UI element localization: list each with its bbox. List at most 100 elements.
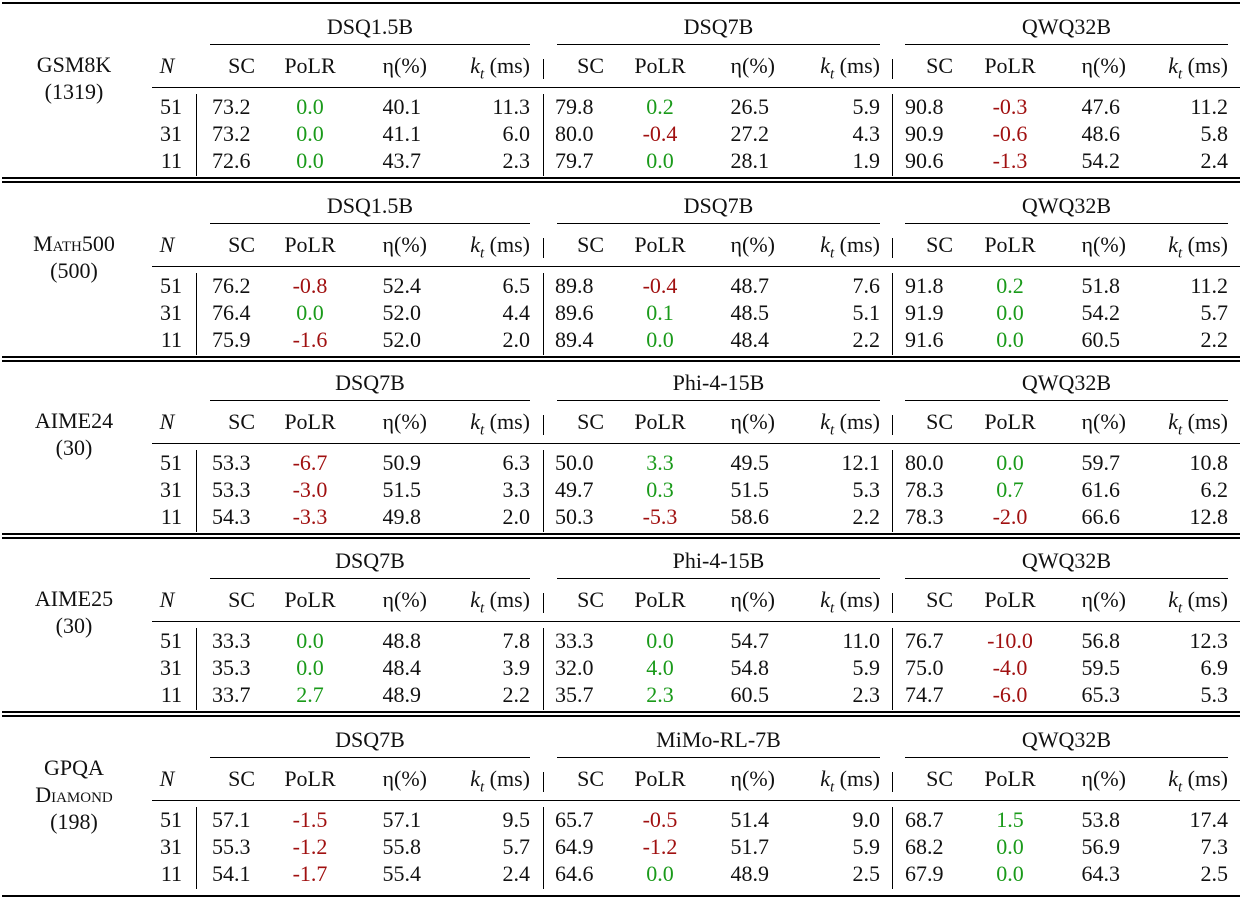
n-header: N [159, 766, 175, 791]
section-separator-bottom [2, 360, 1240, 362]
eta-value: 48.7 [730, 273, 770, 298]
kt-value: 5.7 [502, 834, 531, 859]
kt-unit: (ms) [489, 766, 530, 791]
kt-value: 5.8 [1200, 121, 1229, 146]
polr-header: PoLR [634, 587, 686, 612]
model-underline [210, 223, 530, 224]
kt-header: kt (ms) [795, 587, 880, 616]
eta-value: 51.7 [730, 834, 770, 859]
polr-value: -1.2 [292, 834, 328, 859]
kt-value: 6.5 [502, 273, 531, 298]
polr-value: 0.0 [996, 300, 1024, 325]
sc-header: SC [926, 409, 953, 434]
sc-value: 54.3 [212, 504, 251, 529]
sc-value: 67.9 [905, 861, 944, 886]
kt-unit: (ms) [839, 232, 880, 257]
group-divider [543, 94, 544, 176]
polr-value: -4.0 [992, 655, 1028, 680]
kt-symbol: k [820, 409, 830, 434]
group-divider-header [543, 238, 544, 258]
sc-value: 75.0 [905, 655, 944, 680]
eta-value: 49.5 [730, 450, 770, 475]
eta-header: η(%) [730, 232, 775, 257]
kt-header: kt (ms) [1145, 53, 1228, 82]
n-column-divider [196, 450, 197, 532]
kt-unit: (ms) [839, 766, 880, 791]
kt-value: 4.4 [502, 300, 531, 325]
sc-value: 35.3 [212, 655, 251, 680]
polr-value: -3.0 [292, 477, 328, 502]
polr-value: 0.0 [646, 327, 674, 352]
polr-value: -10.0 [987, 628, 1033, 653]
kt-value: 2.3 [852, 682, 881, 707]
sc-value: 64.9 [555, 834, 594, 859]
polr-value: 1.5 [996, 807, 1024, 832]
n-value: 11 [160, 148, 182, 173]
model-underline [557, 578, 880, 579]
dataset-label: (30) [55, 613, 93, 638]
polr-header: PoLR [984, 232, 1036, 257]
sc-value: 32.0 [555, 655, 594, 680]
kt-unit: (ms) [839, 53, 880, 78]
polr-value: 0.0 [296, 628, 324, 653]
kt-value: 3.3 [502, 477, 531, 502]
sc-value: 74.7 [905, 682, 944, 707]
group-divider [892, 807, 893, 889]
n-header: N [159, 587, 175, 612]
sc-value: 54.1 [212, 861, 251, 886]
kt-header: kt (ms) [1145, 587, 1228, 617]
polr-header: PoLR [284, 587, 336, 612]
sc-value: 64.6 [555, 861, 594, 886]
dataset-label: GSM8K [36, 52, 112, 77]
eta-value: 50.9 [382, 450, 422, 475]
group-divider [892, 628, 893, 710]
kt-symbol: k [1168, 53, 1178, 78]
polr-value: -5.3 [642, 504, 678, 529]
eta-value: 54.2 [1081, 300, 1121, 325]
sc-header: SC [926, 53, 953, 78]
model-underline [557, 757, 880, 758]
sc-value: 65.7 [555, 807, 594, 832]
eta-value: 54.7 [730, 628, 770, 653]
dataset-label: (30) [55, 435, 93, 460]
eta-value: 51.8 [1081, 273, 1121, 298]
group-divider-header [892, 593, 893, 613]
sc-header: SC [577, 587, 604, 612]
n-value: 11 [160, 861, 182, 886]
n-value: 31 [160, 477, 182, 502]
sc-value: 68.7 [905, 807, 944, 832]
model-header: DSQ7B [335, 548, 405, 573]
model-underline [210, 400, 530, 401]
polr-value: 0.2 [996, 273, 1024, 298]
eta-value: 54.8 [730, 655, 770, 680]
sc-value: 50.3 [555, 504, 594, 529]
kt-header: kt (ms) [1145, 766, 1228, 795]
group-divider-header [543, 772, 544, 792]
sc-value: 90.9 [905, 121, 944, 146]
eta-value: 48.8 [382, 628, 422, 653]
sc-value: 75.9 [212, 327, 251, 352]
sc-header: SC [926, 587, 953, 612]
kt-header: kt (ms) [1145, 409, 1228, 438]
eta-value: 60.5 [1081, 327, 1121, 352]
kt-unit: (ms) [489, 409, 530, 434]
kt-subscript: t [480, 779, 485, 796]
kt-header: kt (ms) [450, 587, 530, 616]
sc-value: 91.8 [905, 273, 944, 298]
polr-value: -0.6 [992, 121, 1028, 146]
n-header: N [159, 409, 175, 434]
kt-header: kt (ms) [1145, 232, 1228, 261]
group-divider-header [892, 772, 893, 792]
eta-value: 51.5 [730, 477, 770, 502]
n-value: 31 [160, 300, 182, 325]
polr-header: PoLR [634, 409, 686, 434]
kt-subscript: t [1178, 600, 1183, 617]
kt-value: 2.2 [852, 327, 881, 352]
eta-header: η(%) [1081, 409, 1126, 434]
eta-value: 51.5 [382, 477, 422, 502]
section-separator-top [2, 533, 1240, 535]
kt-value: 2.5 [852, 861, 881, 886]
kt-value: 2.3 [502, 148, 531, 173]
sc-header: SC [926, 766, 953, 791]
eta-header: η(%) [382, 232, 427, 257]
